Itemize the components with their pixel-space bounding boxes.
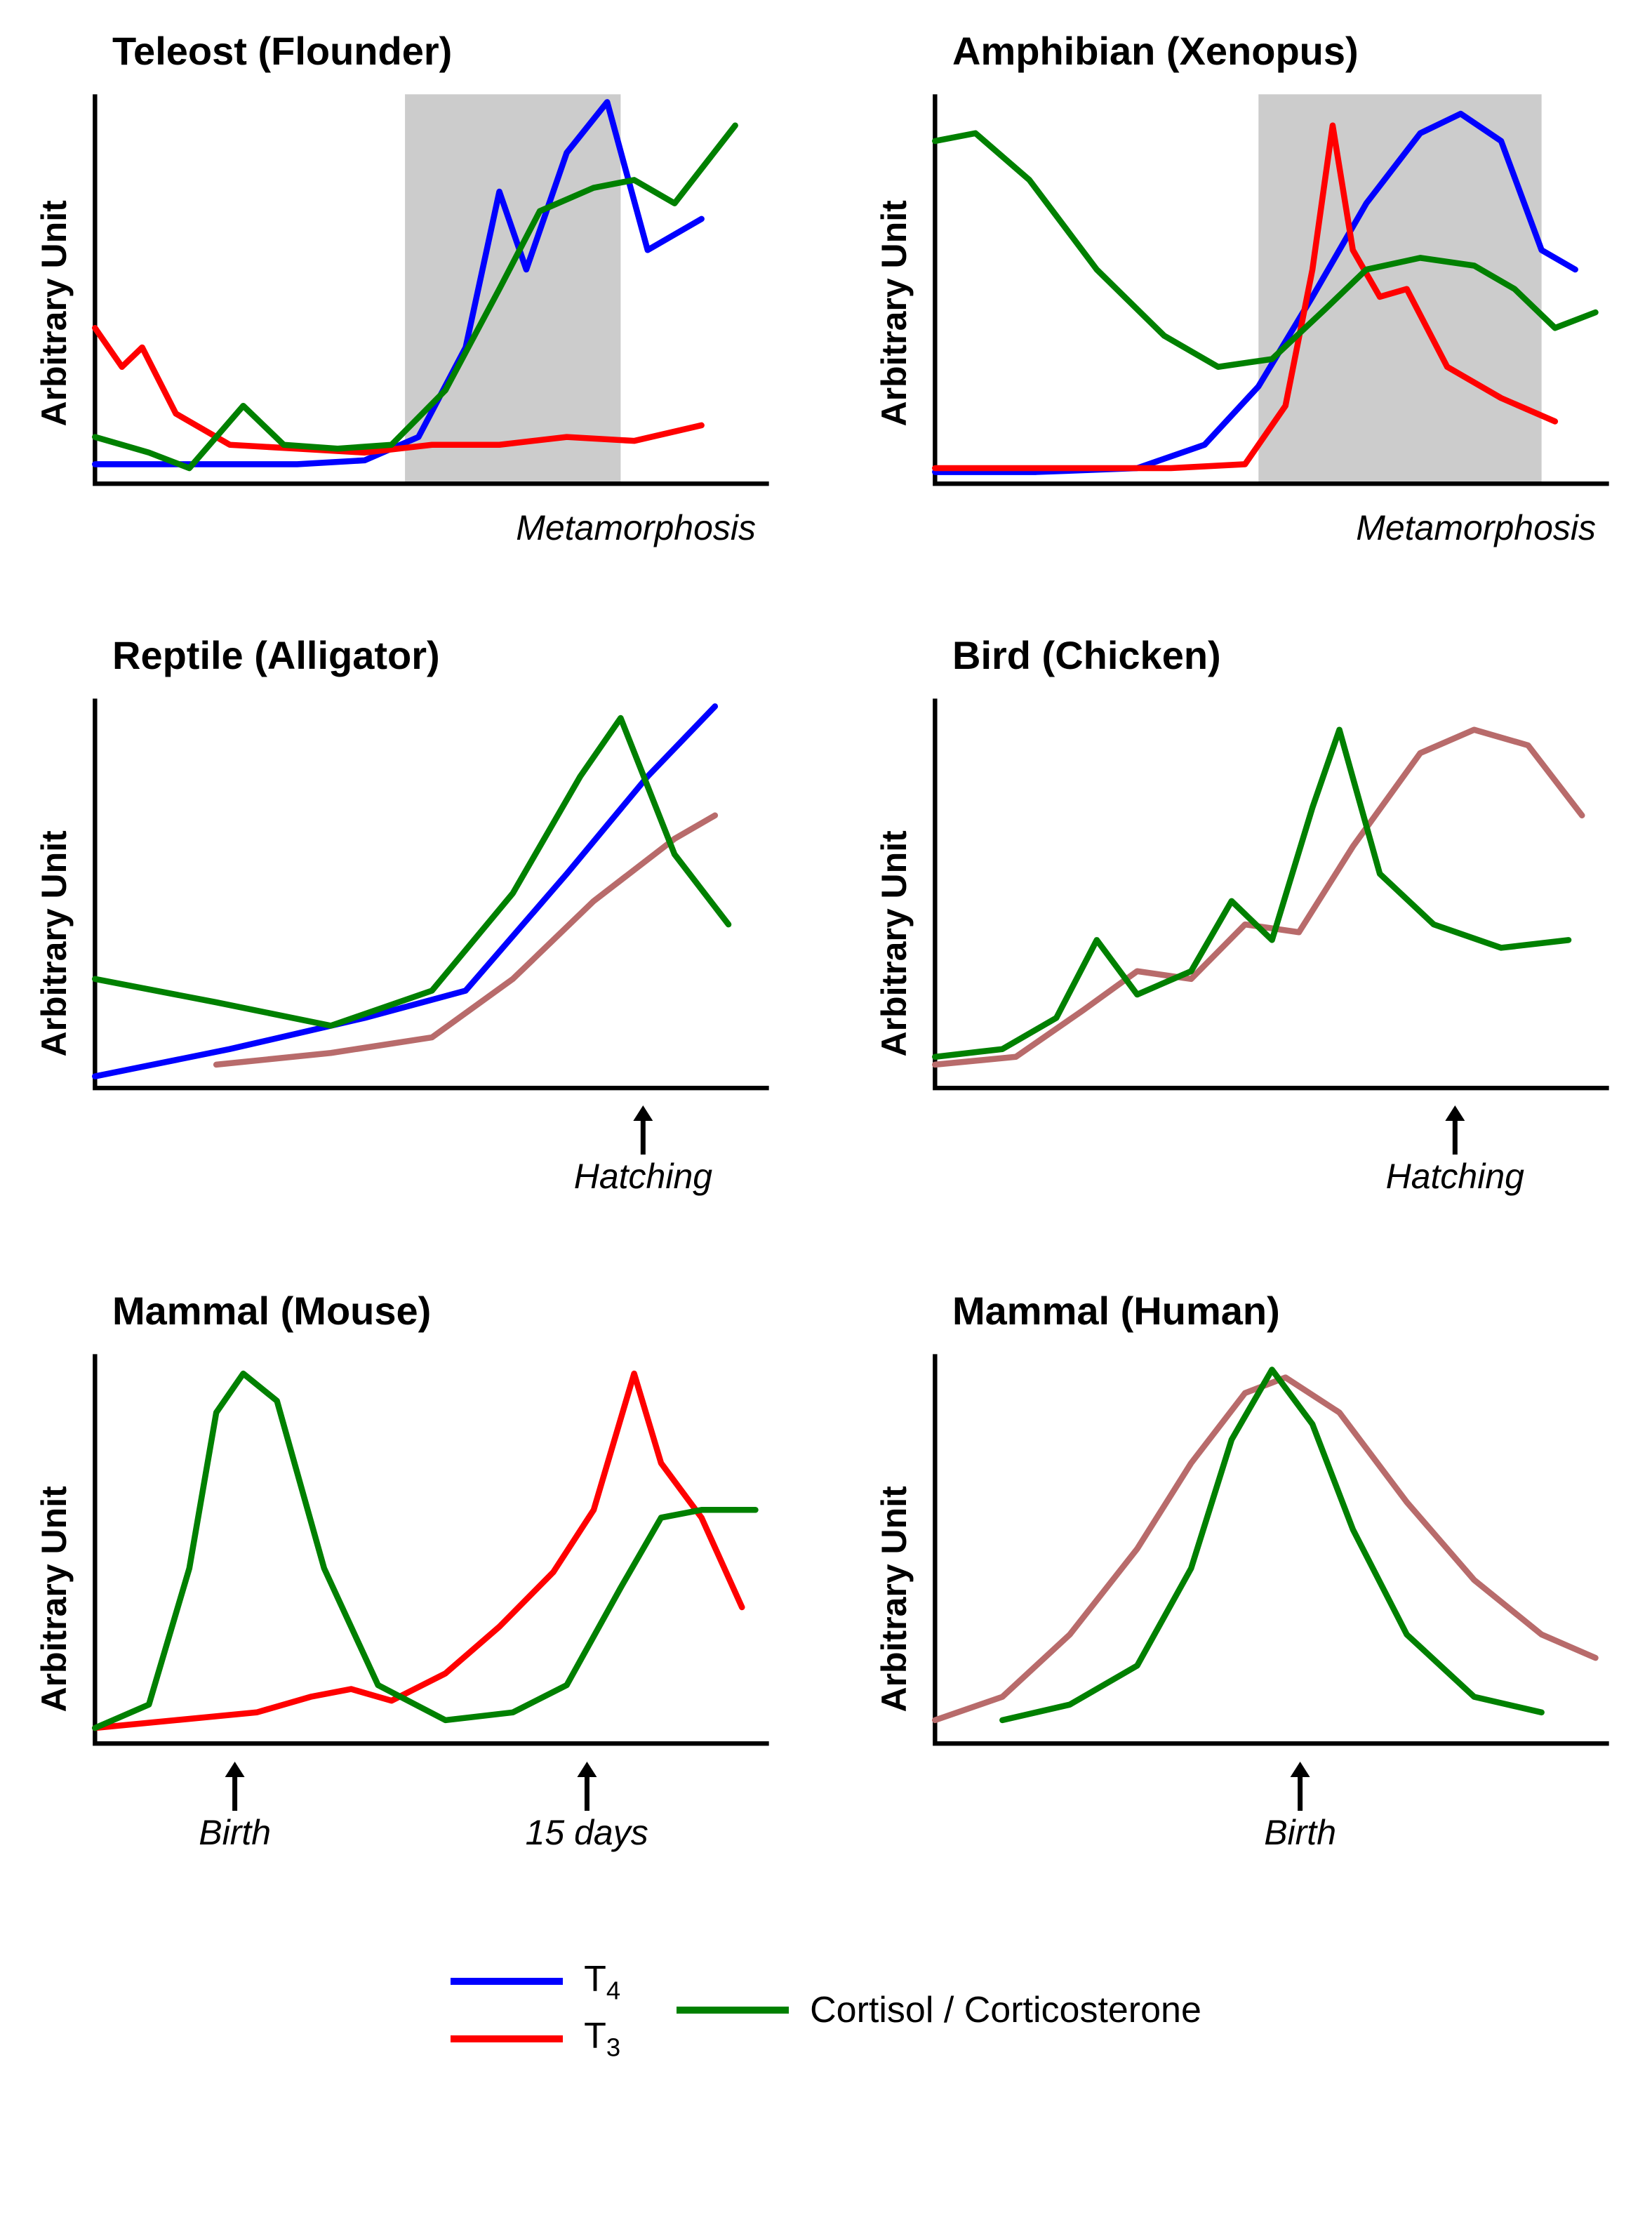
- chart-svg: [920, 684, 1624, 1103]
- plot-wrap: Arbitrary Unit Metamorphosis: [28, 79, 784, 548]
- arrow-label: Birth: [199, 1812, 271, 1853]
- x-axis-label: Metamorphosis: [80, 507, 784, 548]
- plot-wrap: Arbitrary Unit Hatching: [28, 684, 784, 1204]
- panel-title: Teleost (Flounder): [28, 28, 784, 74]
- chart-svg: [920, 79, 1624, 499]
- plot-area: Hatching: [920, 684, 1624, 1204]
- axis-arrow: Birth: [1264, 1762, 1336, 1853]
- panel-bird: Bird (Chicken) Arbitrary Unit Hatching: [868, 632, 1624, 1204]
- plot-wrap: Arbitrary Unit Birth 15 days: [28, 1339, 784, 1860]
- legend-label: T3: [584, 2015, 620, 2062]
- plot-wrap: Arbitrary Unit Hatching: [868, 684, 1624, 1204]
- legend-item-T3: T3: [451, 2015, 620, 2062]
- panel-mouse: Mammal (Mouse) Arbitrary Unit Birth 15 da…: [28, 1288, 784, 1860]
- axis-arrow: Birth: [199, 1762, 271, 1853]
- y-axis-label: Arbitrary Unit: [28, 684, 80, 1204]
- panel-title: Mammal (Mouse): [28, 1288, 784, 1334]
- arrow-label: Hatching: [574, 1156, 712, 1197]
- panel-title: Amphibian (Xenopus): [868, 28, 1624, 74]
- arrow-row: Birth 15 days: [80, 1762, 784, 1860]
- plot-area: Metamorphosis: [80, 79, 784, 548]
- arrow-icon: [1286, 1762, 1314, 1811]
- panel-reptile: Reptile (Alligator) Arbitrary Unit Hatch…: [28, 632, 784, 1204]
- legend-swatch: [451, 2035, 563, 2042]
- chart-svg: [80, 79, 784, 499]
- panel-human: Mammal (Human) Arbitrary Unit Birth: [868, 1288, 1624, 1860]
- legend-item-T4: T4: [451, 1958, 620, 2005]
- panel-title: Bird (Chicken): [868, 632, 1624, 678]
- panel-title: Mammal (Human): [868, 1288, 1624, 1334]
- legend-swatch: [451, 1978, 563, 1985]
- arrow-icon: [629, 1105, 657, 1155]
- legend-col-left: T4T3: [451, 1958, 620, 2063]
- arrow-label: Birth: [1264, 1812, 1336, 1853]
- y-axis-label: Arbitrary Unit: [28, 79, 80, 548]
- hormone-figure: Teleost (Flounder) Arbitrary Unit Metamo…: [28, 28, 1624, 2062]
- axis-arrow: Hatching: [574, 1105, 712, 1197]
- panel-grid: Teleost (Flounder) Arbitrary Unit Metamo…: [28, 28, 1624, 1860]
- panel-title: Reptile (Alligator): [28, 632, 784, 678]
- legend-label: T4: [584, 1958, 620, 2005]
- arrow-icon: [573, 1762, 601, 1811]
- plot-wrap: Arbitrary Unit Metamorphosis: [868, 79, 1624, 548]
- legend-label: Cortisol / Corticosterone: [810, 1989, 1201, 2031]
- plot-area: Hatching: [80, 684, 784, 1204]
- x-axis-label: Metamorphosis: [920, 507, 1624, 548]
- arrow-row: Hatching: [80, 1105, 784, 1204]
- arrow-row: Hatching: [920, 1105, 1624, 1204]
- chart-svg: [80, 684, 784, 1103]
- panel-teleost: Teleost (Flounder) Arbitrary Unit Metamo…: [28, 28, 784, 548]
- axis-arrow: Hatching: [1386, 1105, 1524, 1197]
- y-axis-label: Arbitrary Unit: [868, 684, 920, 1204]
- y-axis-label: Arbitrary Unit: [868, 1339, 920, 1860]
- axes: [95, 1354, 768, 1743]
- y-axis-label: Arbitrary Unit: [28, 1339, 80, 1860]
- arrow-label: Hatching: [1386, 1156, 1524, 1197]
- arrow-icon: [1441, 1105, 1469, 1155]
- plot-wrap: Arbitrary Unit Birth: [868, 1339, 1624, 1860]
- arrow-icon: [221, 1762, 249, 1811]
- chart-svg: [80, 1339, 784, 1759]
- legend-swatch: [677, 2007, 789, 2014]
- legend: T4T3Cortisol / Corticosterone: [28, 1958, 1624, 2063]
- chart-svg: [920, 1339, 1624, 1759]
- plot-area: Metamorphosis: [920, 79, 1624, 548]
- arrow-row: Birth: [920, 1762, 1624, 1860]
- shade-region: [405, 94, 620, 484]
- panel-amphibian: Amphibian (Xenopus) Arbitrary Unit Metam…: [868, 28, 1624, 548]
- plot-area: Birth 15 days: [80, 1339, 784, 1860]
- arrow-label: 15 days: [526, 1812, 648, 1853]
- legend-item-CORT: Cortisol / Corticosterone: [677, 1989, 1201, 2031]
- legend-col-right: Cortisol / Corticosterone: [677, 1989, 1201, 2031]
- plot-area: Birth: [920, 1339, 1624, 1860]
- axes: [935, 1354, 1608, 1743]
- y-axis-label: Arbitrary Unit: [868, 79, 920, 548]
- axis-arrow: 15 days: [526, 1762, 648, 1853]
